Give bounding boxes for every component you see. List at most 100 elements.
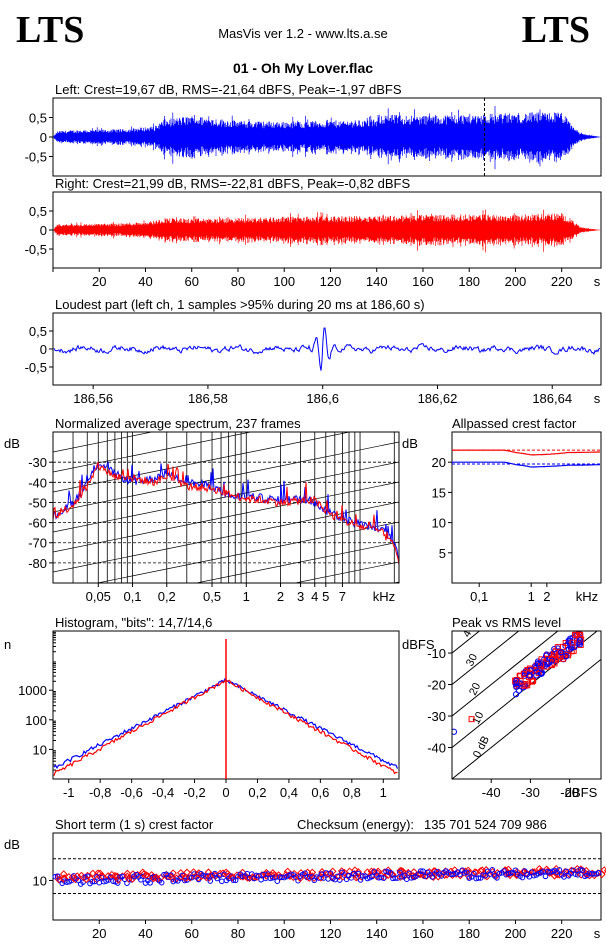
peak-vs-rms-ytick-label: -40 (427, 741, 446, 756)
spectrum-frame (52, 431, 400, 584)
spectrum-ytick-label: -50 (28, 495, 47, 510)
short-term-crest-point (572, 871, 579, 877)
spectrum-slope-line (53, 481, 399, 553)
short-term-crest-point (110, 878, 116, 884)
histogram-xtick-label: 1 (380, 785, 387, 800)
short-term-crest-point (169, 869, 177, 877)
peak-vs-rms-point (559, 643, 566, 650)
allpassed-crest-xunit-label: kHz (576, 589, 598, 604)
histogram-xtick-label: 0,6 (311, 785, 329, 800)
peak-vs-rms-point (535, 670, 542, 677)
short-term-crest-xtick-label: 140 (366, 926, 388, 941)
short-term-crest-point (123, 872, 132, 881)
peak-vs-rms-point (569, 639, 576, 646)
loudest-part-title: Loudest part (left ch, 1 samples >95% du… (55, 297, 425, 312)
spectrum-slope-line (194, 541, 399, 583)
short-term-crest-point (82, 875, 91, 883)
short-term-crest-point (52, 873, 59, 880)
short-term-crest-point (457, 871, 463, 878)
allpassed-crest-xtick-label: 1 (528, 589, 535, 604)
time-axis-xtick-label: 20 (92, 274, 106, 289)
allpassed-crest-ytick-label: 20 (432, 455, 446, 470)
file-title: 01 - Oh My Lover.flac (232, 60, 374, 76)
peak-vs-rms-xtick-label: -20 (560, 785, 579, 800)
short-term-crest-point (128, 875, 137, 883)
loudest-part-ytick-label: -0,5 (25, 360, 47, 375)
time-axis-xtick-label: 180 (458, 274, 480, 289)
peak-vs-rms-diagonal-label: 40 (461, 623, 477, 639)
peak-vs-rms-diagonal-label: 20 (467, 681, 483, 697)
short-term-crest-point (378, 874, 385, 881)
short-term-crest-point (556, 867, 563, 873)
short-term-crest-point (230, 877, 237, 883)
short-term-crest-point (397, 866, 406, 875)
short-term-crest-point (585, 871, 594, 880)
peak-vs-rms-point (517, 672, 524, 679)
short-term-crest-point (354, 868, 363, 876)
peak-vs-rms-title: Peak vs RMS level (452, 615, 561, 630)
spectrum-grid (53, 432, 399, 583)
short-term-crest-point (92, 875, 101, 884)
spectrum-slope-line (53, 501, 399, 573)
peak-vs-rms-point (571, 643, 578, 651)
peak-vs-rms-diagonal (452, 658, 601, 779)
spectrum-xtick-label: 3 (297, 589, 304, 604)
spectrum-ytick-label: -60 (28, 516, 47, 531)
peak-vs-rms-diagonal-label: 30 (464, 652, 480, 668)
peak-vs-rms-point (538, 656, 545, 663)
short-term-crest-point (89, 878, 96, 885)
time-axis-xtick-label: 80 (231, 274, 245, 289)
peak-vs-rms-point (535, 660, 542, 667)
time-axis-xtick-label: 220 (551, 274, 573, 289)
spectrum-slope-line (95, 521, 399, 583)
peak-vs-rms-point (536, 661, 543, 668)
short-term-crest-point (598, 870, 606, 879)
allpassed-crest-xtick-label: 0,1 (470, 589, 488, 604)
logo-left: LTS (16, 9, 85, 51)
peak-vs-rms-point (524, 682, 531, 689)
loudest-part-xtick-label: 186,6 (306, 391, 339, 406)
histogram-xtick-label: -0,2 (183, 785, 205, 800)
short-term-crest-point (64, 879, 70, 885)
short-term-crest-point (158, 879, 165, 886)
short-term-crest-point (563, 868, 570, 875)
loudest-part-xtick-label: 186,62 (418, 391, 458, 406)
spectrum-xtick-label: 0,5 (203, 589, 221, 604)
short-term-crest-point (96, 879, 103, 886)
right-channel-title: Right: Crest=21,99 dB, RMS=-22,81 dBFS, … (55, 176, 410, 191)
short-term-crest-xtick-label: 220 (551, 926, 573, 941)
short-term-crest-point (360, 873, 366, 879)
time-axis-xtick-label: 160 (412, 274, 434, 289)
spectrum-right-curve (53, 461, 399, 565)
time-axis-xtick-label: 120 (320, 274, 342, 289)
peak-vs-rms-point (532, 665, 539, 672)
peak-vs-rms-ytick-label: -10 (427, 646, 446, 661)
spectrum-xtick-label: 0,2 (158, 589, 176, 604)
peak-vs-rms-point (576, 637, 583, 644)
spectrum-xtick-label: 5 (322, 589, 329, 604)
short-term-crest-point (80, 879, 86, 885)
short-term-crest-point (117, 874, 123, 880)
spectrum-xtick-label: 7 (339, 589, 346, 604)
short-term-crest-point (595, 869, 602, 876)
short-term-crest-point (327, 870, 334, 876)
spectrum-title: Normalized average spectrum, 237 frames (55, 416, 301, 431)
time-axis-xtick-label: 200 (505, 274, 527, 289)
short-term-crest-point (397, 869, 403, 876)
histogram-xtick-label: 0,2 (248, 785, 266, 800)
peak-vs-rms-ylabel: dBFS (402, 637, 435, 652)
time-axis-xtick-label: 140 (366, 274, 388, 289)
checksum-value: 135 701 524 709 986 (424, 817, 547, 832)
peak-vs-rms-point (538, 670, 545, 677)
allpassed-crest-left-curve (452, 461, 601, 468)
spectrum-ytick-label: -70 (28, 536, 47, 551)
allpassed-crest-ytick-label: 15 (432, 485, 446, 500)
peak-vs-rms-point (521, 669, 528, 677)
histogram-xtick-label: -0,4 (152, 785, 174, 800)
short-term-crest-xtick-label: 160 (412, 926, 434, 941)
short-term-crest-point (487, 871, 493, 877)
time-axis-xtick-label: 60 (184, 274, 198, 289)
short-term-crest-title: Short term (1 s) crest factor (55, 817, 214, 832)
peak-vs-rms-point (566, 638, 573, 645)
